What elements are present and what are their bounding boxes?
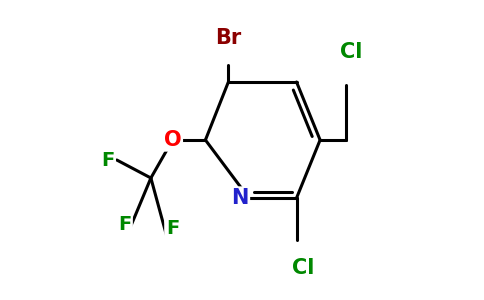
Text: Cl: Cl [340,42,363,62]
Text: F: F [101,151,114,169]
Text: F: F [118,214,131,233]
Text: O: O [164,130,182,150]
Text: Cl: Cl [291,258,314,278]
Text: N: N [231,188,248,208]
Text: Br: Br [215,28,242,48]
Text: F: F [166,220,179,238]
